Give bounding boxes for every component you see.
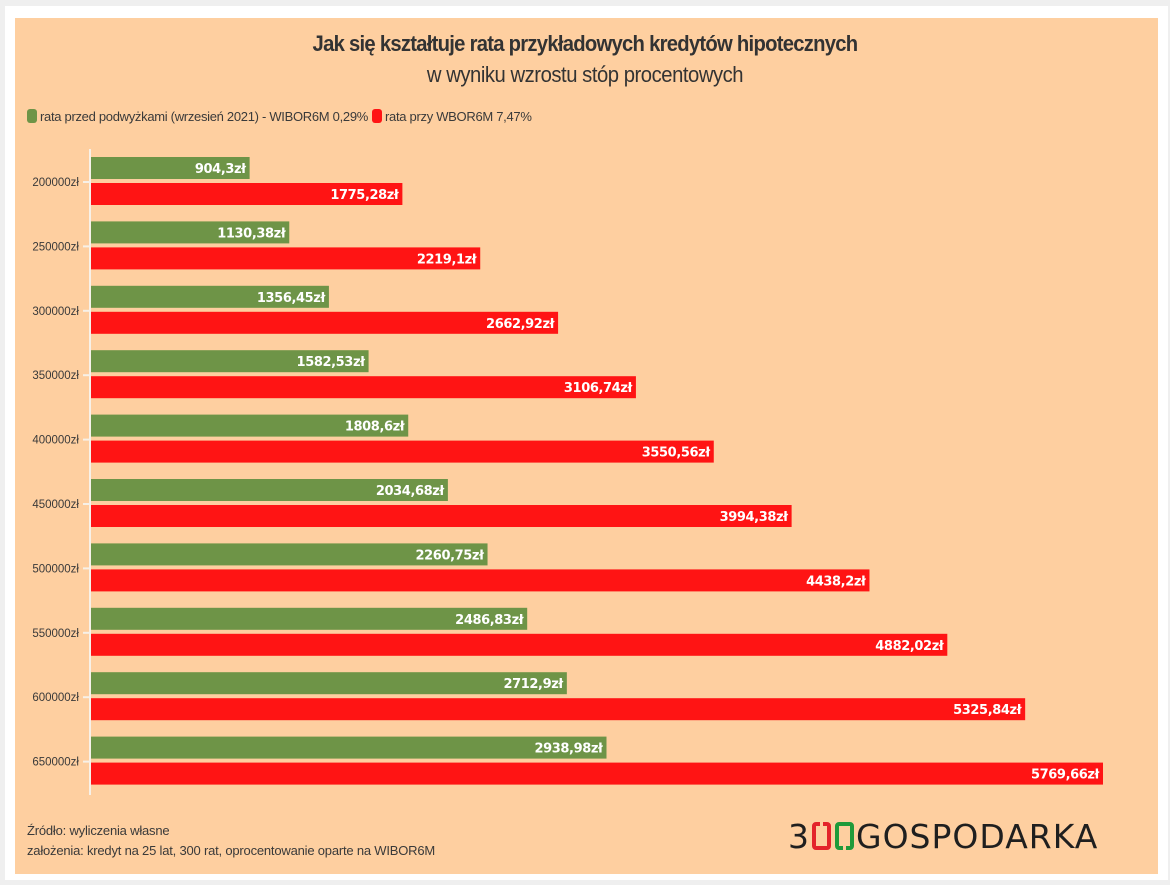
category-label: 450000zł xyxy=(32,499,79,511)
bar-value-label: 1130,38zł xyxy=(217,226,287,241)
bar-before xyxy=(91,414,409,437)
bar-value-label: 1582,53zł xyxy=(297,355,367,370)
chart-subtitle: w wyniku wzrostu stóp procentowych xyxy=(426,62,744,87)
bar-value-label: 2219,1zł xyxy=(417,252,478,267)
bar-after xyxy=(91,762,1103,785)
logo-zero-red xyxy=(812,822,831,850)
bar-value-label: 2662,92zł xyxy=(486,317,556,332)
category-label: 500000zł xyxy=(32,563,79,575)
logo-prefix: 3 xyxy=(788,816,810,856)
bar-after xyxy=(91,311,559,334)
bar-value-label: 2712,9zł xyxy=(503,677,564,692)
logo-suffix: GOSPODARKA xyxy=(856,816,1099,856)
bar-value-label: 3550,56zł xyxy=(642,446,712,461)
bar-value-label: 2486,83zł xyxy=(455,613,525,628)
bar-after xyxy=(91,376,636,399)
bar-before xyxy=(91,350,369,373)
bar-before xyxy=(91,157,250,179)
bar-before xyxy=(91,221,290,244)
bar-value-label: 4882,02zł xyxy=(875,639,945,654)
bar-after xyxy=(91,183,403,205)
bar-after xyxy=(91,569,870,592)
bar-value-label: 2034,68zł xyxy=(376,484,446,499)
bar-before xyxy=(91,285,329,308)
category-label: 200000zł xyxy=(32,177,79,189)
bar-before xyxy=(91,736,607,759)
bar-before xyxy=(91,607,528,630)
legend-swatch-green xyxy=(27,109,37,123)
bar-after xyxy=(91,698,1026,721)
logo-zero-green xyxy=(835,822,854,850)
bar-value-label: 1808,6zł xyxy=(345,420,406,435)
category-label: 300000zł xyxy=(32,306,79,318)
category-label: 350000zł xyxy=(32,370,79,382)
bar-value-label: 3994,38zł xyxy=(720,510,790,525)
bar-after xyxy=(91,440,714,463)
category-label: 600000zł xyxy=(32,692,79,704)
category-label: 250000zł xyxy=(32,241,79,253)
legend-item-before[interactable]: rata przed podwyżkami (wrzesień 2021) - … xyxy=(27,109,368,124)
legend-label: rata przed podwyżkami (wrzesień 2021) - … xyxy=(40,108,369,124)
bar-value-label: 1775,28zł xyxy=(330,188,400,203)
bar-after xyxy=(91,505,792,527)
logo-300gospodarka: 3 GOSPODARKA xyxy=(788,816,1098,856)
legend-item-after[interactable]: rata przy WBOR6M 7,47% xyxy=(372,109,532,124)
bar-value-label: 3106,74zł xyxy=(564,381,634,396)
legend: rata przed podwyżkami (wrzesień 2021) - … xyxy=(27,107,536,125)
source-note: Źródło: wyliczenia własne xyxy=(27,823,170,838)
bar-value-label: 4438,2zł xyxy=(806,574,867,589)
bar-before xyxy=(91,543,488,566)
legend-swatch-red xyxy=(372,109,383,123)
category-label: 550000zł xyxy=(32,628,79,640)
bar-before xyxy=(91,479,448,501)
category-label: 400000zł xyxy=(32,435,79,447)
bar-value-label: 904,3zł xyxy=(195,162,247,177)
bar-value-label: 2938,98zł xyxy=(534,742,604,757)
category-label: 650000zł xyxy=(32,757,79,769)
chart-title: Jak się kształtuje rata przykładowych kr… xyxy=(312,31,859,56)
bar-after xyxy=(91,247,481,270)
assumptions-note: założenia: kredyt na 25 lat, 300 rat, op… xyxy=(27,843,436,858)
bar-value-label: 5769,66zł xyxy=(1031,768,1101,783)
bar-value-label: 1356,45zł xyxy=(257,291,327,306)
footer: Źródło: wyliczenia własne założenia: kre… xyxy=(27,821,435,861)
bar-after xyxy=(91,633,948,656)
bar-before xyxy=(91,672,567,695)
bar-value-label: 5325,84zł xyxy=(953,703,1023,718)
bar-value-label: 2260,75zł xyxy=(416,548,486,563)
legend-label: rata przy WBOR6M 7,47% xyxy=(385,108,532,124)
